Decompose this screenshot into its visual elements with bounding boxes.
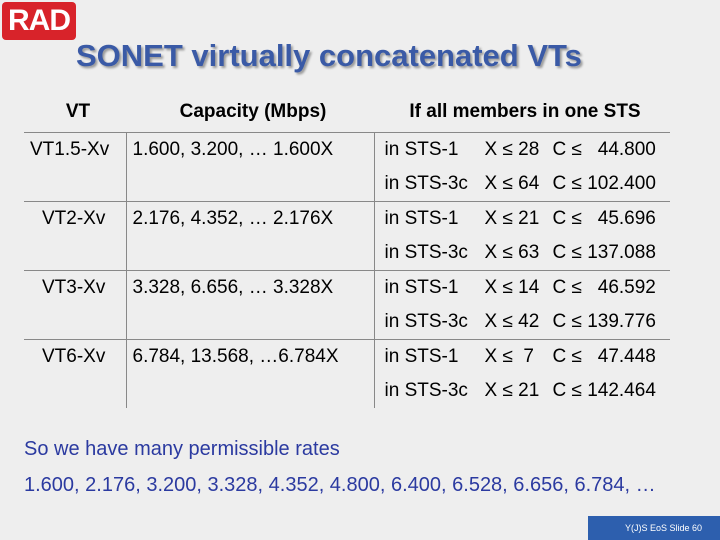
vt-table: VT Capacity (Mbps) If all members in one… xyxy=(24,92,670,408)
header-capacity: Capacity (Mbps) xyxy=(126,92,374,133)
table-row: VT3-Xv 3.328, 6.656, … 3.328X in STS-1 X … xyxy=(24,270,670,340)
table-row: VT1.5-Xv 1.600, 3.200, … 1.600X in STS-1… xyxy=(24,132,670,202)
sts3c-cell: in STS-3c X ≤ 64 C ≤ 102.400 xyxy=(384,173,656,194)
header-members: If all members in one STS xyxy=(374,92,670,133)
vt-name: VT3-Xv xyxy=(24,270,127,340)
capacity-cell: 1.600, 3.200, … 1.600X xyxy=(126,132,375,202)
capacity-cell: 3.328, 6.656, … 3.328X xyxy=(126,270,375,340)
slide-footer: Y(J)S EoS Slide 60 xyxy=(588,516,720,540)
table-row: VT2-Xv 2.176, 4.352, … 2.176X in STS-1 X … xyxy=(24,201,670,271)
capacity-cell: 6.784, 13.568, … 6.784X xyxy=(126,339,375,408)
sts3c-cell: in STS-3c X ≤ 21 C ≤ 142.464 xyxy=(384,380,656,401)
slide-title: SONET virtually concatenated VTs xyxy=(76,38,582,73)
vt-name: VT2-Xv xyxy=(24,201,127,271)
table-row: VT6-Xv 6.784, 13.568, … 6.784X in STS-1 X… xyxy=(24,339,670,408)
rates-list: 1.600, 2.176, 3.200, 3.328, 4.352, 4.800… xyxy=(24,474,656,496)
table-row: in STS-3c X ≤ 64 C ≤ 102.400 xyxy=(24,167,670,202)
sts3c-cell: in STS-3c X ≤ 63 C ≤ 137.088 xyxy=(384,242,656,263)
vt-name: VT1.5-Xv xyxy=(24,132,127,202)
sts1-cell: in STS-1 X ≤ 14 C ≤ 46.592 xyxy=(374,270,670,305)
sts1-cell: in STS-1 X ≤ 28 C ≤ 44.800 xyxy=(384,139,656,160)
table-row: in STS-3c X ≤ 63 C ≤ 137.088 xyxy=(24,236,670,271)
table-row: in STS-3c X ≤ 21 C ≤ 142.464 xyxy=(24,374,670,408)
sts3c-cell: in STS-3c X ≤ 42 C ≤ 139.776 xyxy=(384,311,656,332)
note-text: So we have many permissible rates xyxy=(24,438,340,460)
sts1-cell: in STS-1 X ≤ 21 C ≤ 45.696 xyxy=(374,201,670,236)
header-vt: VT xyxy=(24,92,126,133)
table-row: in STS-3c X ≤ 42 C ≤ 139.776 xyxy=(24,305,670,340)
vt-name: VT6-Xv xyxy=(24,339,127,408)
rad-logo: RAD xyxy=(2,2,76,40)
capacity-cell: 2.176, 4.352, … 2.176X xyxy=(126,201,375,271)
